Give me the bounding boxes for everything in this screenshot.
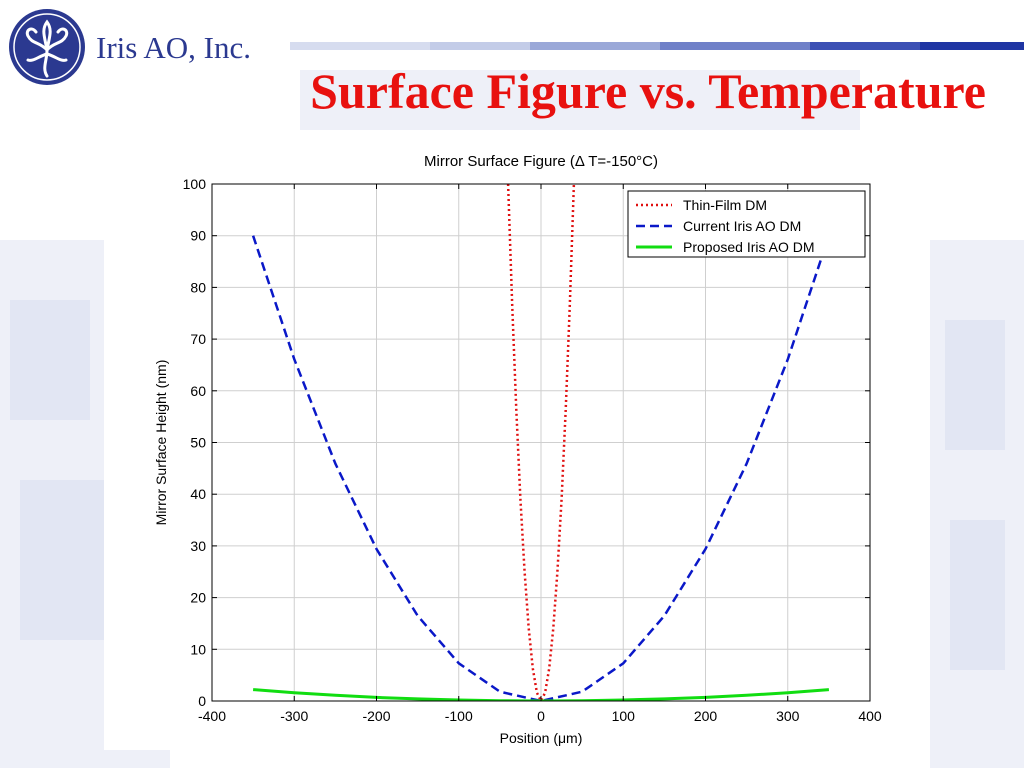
x-tick-label: 400 — [858, 708, 882, 724]
x-axis-label: Position (μm) — [500, 730, 583, 746]
series-line-3 — [252, 688, 830, 701]
y-tick-label: 50 — [190, 435, 206, 451]
y-tick-label: 20 — [190, 590, 206, 606]
x-tick-label: 100 — [612, 708, 636, 724]
x-tick-label: -300 — [280, 708, 308, 724]
chart-legend: Thin-Film DM Current Iris AO DM Proposed I… — [627, 190, 866, 258]
x-tick-label: 0 — [537, 708, 545, 724]
axis-ticks: -400 -300 -200 -100 0 100 200 300 400 0 10 20 30 40 50… — [183, 176, 882, 724]
x-tick-label: -100 — [445, 708, 473, 724]
x-tick-label: -400 — [198, 708, 226, 724]
series-lines — [251, 184, 831, 701]
legend-label: Thin-Film DM — [683, 197, 767, 213]
grid-lines — [211, 183, 871, 702]
x-tick-label: 200 — [694, 708, 718, 724]
series-line-1 — [506, 184, 576, 701]
y-tick-label: 70 — [190, 331, 206, 347]
chart-title: Mirror Surface Figure (Δ T=-150°C) — [424, 153, 658, 170]
y-tick-label: 100 — [183, 176, 207, 192]
y-tick-label: 30 — [190, 538, 206, 554]
y-tick-label: 10 — [190, 641, 206, 657]
legend-label: Current Iris AO DM — [683, 218, 801, 234]
plot-panel: -400 -300 -200 -100 0 100 200 300 400 0 10 20 30 40 50… — [104, 140, 922, 750]
y-tick-label: 40 — [190, 486, 206, 502]
y-tick-label: 80 — [190, 279, 206, 295]
iris-flower-icon — [9, 9, 85, 85]
x-tick-label: -200 — [362, 708, 390, 724]
company-name: Iris AO, Inc. — [96, 30, 251, 65]
y-tick-label: 60 — [190, 383, 206, 399]
company-logo: Iris AO, Inc. — [6, 6, 286, 86]
legend-label: Proposed Iris AO DM — [683, 239, 815, 255]
y-tick-label: 0 — [198, 693, 206, 709]
line-chart: -400 -300 -200 -100 0 100 200 300 400 0 10 20 30 40 50… — [153, 153, 882, 746]
slide-title: Surface Figure vs. Temperature — [310, 63, 986, 119]
series-line-2 — [251, 235, 831, 701]
y-tick-label: 90 — [190, 228, 206, 244]
y-axis-label: Mirror Surface Height (nm) — [153, 360, 169, 526]
x-tick-label: 300 — [776, 708, 800, 724]
